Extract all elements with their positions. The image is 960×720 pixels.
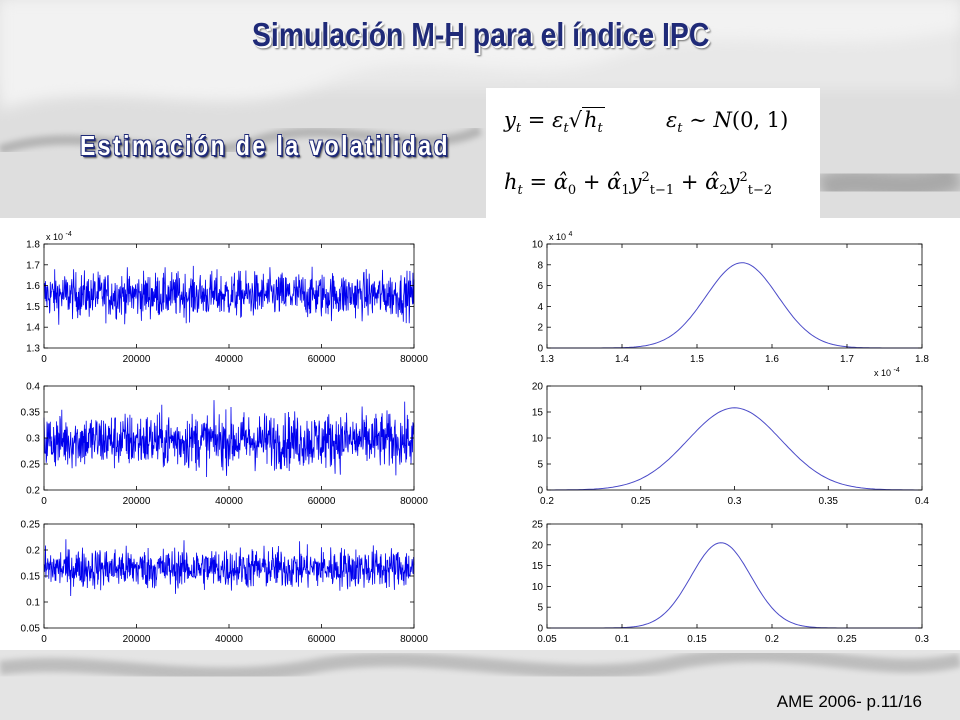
y-tick-label: 8 <box>537 260 543 271</box>
y-tick-label: 0.2 <box>26 546 40 557</box>
x-tick-label: 0.1 <box>615 634 629 645</box>
x-exponent-label: x 10 -4 <box>874 367 900 378</box>
y-tick-label: 15 <box>532 561 544 572</box>
axes-frame <box>546 243 923 349</box>
x-tick-label: 0.05 <box>537 634 557 645</box>
footer-page-number: AME 2006- p.11/16 <box>776 692 922 711</box>
equation-error-distribution: εt ∼ N(0, 1) <box>666 108 789 137</box>
y-tick-label: 1.8 <box>26 240 40 251</box>
x-tick-label: 1.4 <box>615 354 629 365</box>
y-exponent-label: x 10 -4 <box>46 231 72 242</box>
y-tick-label: 1.7 <box>26 260 40 271</box>
y-tick-label: 0 <box>537 486 543 497</box>
x-tick-label: 0.4 <box>915 496 929 507</box>
y-tick-label: 0.05 <box>21 624 41 635</box>
y-exponent-label-base: x 10 <box>46 232 66 242</box>
slide-title: Simulación M-H para el índice IPC <box>252 16 710 53</box>
y-tick-label: 0.1 <box>26 598 40 609</box>
posterior-density-line <box>547 407 922 491</box>
x-tick-label: 20000 <box>123 354 151 365</box>
y-tick-label: 1.3 <box>26 344 40 355</box>
y-tick-label: 20 <box>532 382 544 393</box>
x-tick-label: 0 <box>41 354 47 365</box>
y-tick-label: 0.4 <box>26 382 40 393</box>
chart-1: 0 20000 40000 60000 80000 1.3 1.4 1.5 1.6 1.7 1.8 x… <box>26 231 428 365</box>
x-tick-label: 1.3 <box>540 354 554 365</box>
axes-frame <box>546 385 923 491</box>
y-tick-label: 25 <box>532 520 544 531</box>
x-tick-label: 60000 <box>308 354 336 365</box>
x-tick-label: 40000 <box>215 496 243 507</box>
x-tick-label: 0.25 <box>837 634 857 645</box>
y-tick-label: 4 <box>537 302 543 313</box>
mcmc-trace-line <box>43 265 415 325</box>
charts-canvas: 0 20000 40000 60000 800001.31.41.51.61.71.8x… <box>21 231 930 646</box>
y-tick-label: 5 <box>537 460 543 471</box>
x-tick-label: 0.3 <box>728 496 742 507</box>
y-tick-label: 0.3 <box>26 434 40 445</box>
y-tick-label: 1.6 <box>26 281 40 292</box>
x-tick-label: 60000 <box>308 496 336 507</box>
x-tick-label: 1.8 <box>915 354 929 365</box>
y-tick-label: 10 <box>532 434 544 445</box>
slide-subtitle: Estimación de la volatilidad <box>80 130 450 161</box>
y-exponent-label-power: 4 <box>569 231 573 238</box>
x-tick-label: 1.5 <box>690 354 704 365</box>
x-tick-label: 60000 <box>308 634 336 645</box>
x-tick-label: 0.3 <box>915 634 929 645</box>
y-tick-label: 0.15 <box>21 572 41 583</box>
y-tick-label: 20 <box>532 540 544 551</box>
x-tick-label: 80000 <box>400 354 428 365</box>
x-tick-label: 1.6 <box>765 354 779 365</box>
y-tick-label: 2 <box>537 323 543 334</box>
x-tick-label: 80000 <box>400 634 428 645</box>
equation-volatility: ht = α̂0 + α̂1y2t−1 + α̂2y2t−2 <box>504 170 773 199</box>
x-tick-label: 20000 <box>123 634 151 645</box>
mcmc-trace-line <box>43 400 415 478</box>
x-tick-label: 0.2 <box>540 496 554 507</box>
x-tick-label: 0.25 <box>631 496 651 507</box>
y-tick-label: 10 <box>532 240 544 251</box>
x-tick-label: 0.15 <box>687 634 707 645</box>
x-tick-label: 0 <box>41 634 47 645</box>
mcmc-trace-line <box>43 539 415 597</box>
x-tick-label: 80000 <box>400 496 428 507</box>
chart-3: 0 20000 40000 60000 80000 0.05 0.1 0.15 0.2 0.25 <box>21 520 429 646</box>
chart-6: 0.05 0.1 0.15 0.2 0.25 0.3 0 5 10 15 20 25 <box>532 520 930 646</box>
y-tick-label: 10 <box>532 582 544 593</box>
y-tick-label: 0 <box>537 624 543 635</box>
y-tick-label: 1.4 <box>26 323 40 334</box>
chart-5: 0.2 0.25 0.3 0.35 0.4 0 5 10 15 20 <box>532 382 930 508</box>
x-tick-label: 0 <box>41 496 47 507</box>
x-tick-label: 20000 <box>123 496 151 507</box>
equation-returns: yt = εt√ht <box>504 107 605 137</box>
y-exponent-label: x 10 4 <box>549 231 573 242</box>
chart-2: 0 20000 40000 60000 80000 0.2 0.25 0.3 0.35 0.4 <box>21 382 429 508</box>
x-tick-label: 0.35 <box>819 496 839 507</box>
y-exponent-label-power: -4 <box>66 231 72 238</box>
y-tick-label: 0.2 <box>26 486 40 497</box>
y-tick-label: 15 <box>532 408 544 419</box>
x-exponent-label-base: x 10 <box>874 368 894 378</box>
x-tick-label: 0.2 <box>765 634 779 645</box>
y-tick-label: 6 <box>537 281 543 292</box>
y-tick-label: 0.25 <box>21 460 41 471</box>
x-exponent-label-power: -4 <box>894 367 900 374</box>
x-tick-label: 1.7 <box>840 354 854 365</box>
y-exponent-label-base: x 10 <box>549 232 569 242</box>
y-tick-label: 0 <box>537 344 543 355</box>
chart-panels: 0 20000 40000 60000 80000 1.3 1.4 1.5 1.6 1.7 1.8 x… <box>0 218 960 650</box>
y-tick-label: 1.5 <box>26 302 40 313</box>
posterior-density-line <box>547 542 922 629</box>
y-tick-label: 0.35 <box>21 408 41 419</box>
posterior-density-line <box>547 262 922 349</box>
model-equations: yt = εt√ht εt ∼ N(0, 1) ht = α̂0 + α̂1y2… <box>486 88 820 218</box>
x-tick-label: 40000 <box>215 634 243 645</box>
x-tick-label: 40000 <box>215 354 243 365</box>
y-tick-label: 0.25 <box>21 520 41 531</box>
y-tick-label: 5 <box>537 603 543 614</box>
axes-frame <box>546 523 923 629</box>
